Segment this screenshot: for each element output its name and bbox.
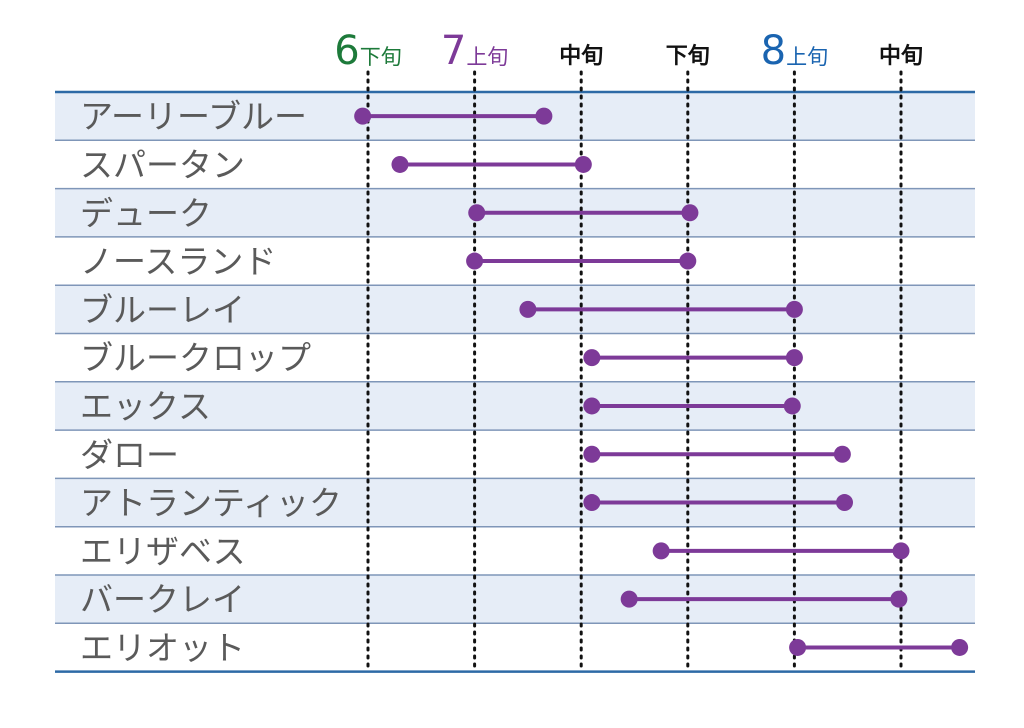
variety-label: ブルーレイ xyxy=(80,290,245,329)
variety-label: アーリーブルー xyxy=(80,97,307,136)
header-part: 上旬 xyxy=(786,45,828,69)
range-end-point xyxy=(783,397,801,415)
variety-label: エリザベス xyxy=(80,532,246,571)
range-end-point xyxy=(785,349,803,367)
range-start-point xyxy=(620,590,638,608)
range-start-point xyxy=(652,542,670,560)
range-start-point xyxy=(466,252,484,270)
header-label: 6下旬 xyxy=(334,28,401,74)
range-start-point xyxy=(583,349,601,367)
row-band xyxy=(55,285,975,334)
header-label: 中旬 xyxy=(879,43,923,69)
header-month: 7 xyxy=(441,28,466,74)
range-start-point xyxy=(583,397,601,415)
range-end-point xyxy=(951,638,969,656)
header-month: 6 xyxy=(334,28,359,74)
row-band xyxy=(55,381,975,431)
range-end-point xyxy=(836,494,854,512)
variety-label: スパータン xyxy=(80,145,245,184)
range-start-point xyxy=(354,107,372,125)
variety-label: エリオット xyxy=(80,628,245,667)
range-start-point xyxy=(583,494,601,512)
range-start-point xyxy=(519,300,537,318)
header-label: 中旬 xyxy=(559,43,603,69)
variety-label: デューク xyxy=(80,194,212,233)
range-start-point xyxy=(391,155,409,173)
range-end-point xyxy=(892,542,910,560)
range-end-point xyxy=(574,155,592,173)
header-month: 8 xyxy=(761,28,786,74)
range-end-point xyxy=(890,590,908,608)
range-start-point xyxy=(583,445,601,463)
range-end-point xyxy=(535,107,553,125)
range-end-point xyxy=(681,204,699,222)
range-end-point xyxy=(833,445,851,463)
range-start-point xyxy=(789,638,807,656)
header-part: 上旬 xyxy=(466,45,508,69)
variety-label: ダロー xyxy=(80,435,179,474)
range-end-point xyxy=(679,252,697,270)
header-label: 7上旬 xyxy=(441,28,508,74)
range-end-point xyxy=(785,300,803,318)
variety-label: アトランティック xyxy=(80,484,342,523)
variety-label: エックス xyxy=(80,387,211,426)
variety-label: ブルークロップ xyxy=(80,339,311,378)
range-start-point xyxy=(468,204,486,222)
header-label: 8上旬 xyxy=(761,28,828,74)
variety-label: バークレイ xyxy=(80,580,245,619)
header-part: 下旬 xyxy=(360,45,402,69)
header-label: 下旬 xyxy=(666,43,710,69)
variety-label: ノースランド xyxy=(80,242,276,281)
